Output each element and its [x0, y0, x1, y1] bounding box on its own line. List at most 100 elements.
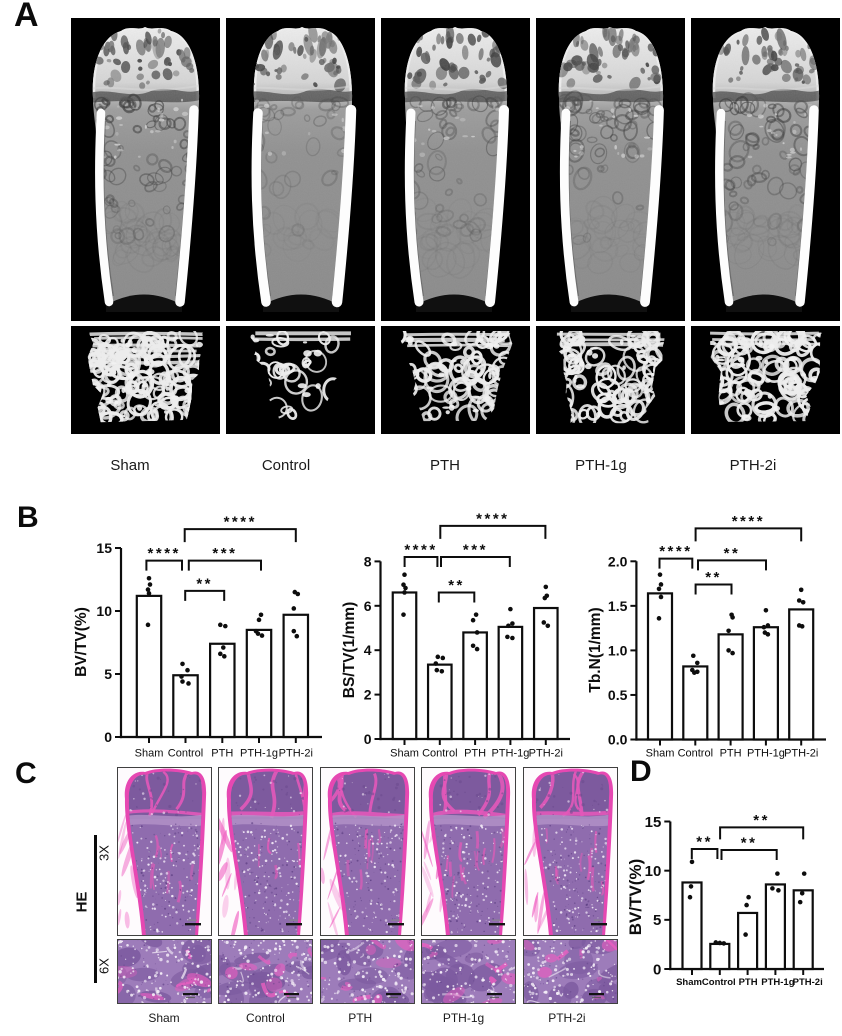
magnification-3x-label: 3X — [96, 845, 112, 861]
chart-b3-ytick-0.0: 0.0 — [608, 732, 628, 748]
chart-b1-point — [294, 633, 300, 639]
chart-b3-xtick-sham: Sham — [646, 748, 675, 760]
chart-b1-ytick-10: 10 — [96, 603, 112, 619]
he-6x-image-control — [218, 939, 314, 1004]
chart-b2-ytick-6: 6 — [364, 598, 372, 614]
he-3x-tile-canvas — [421, 767, 517, 936]
chart-b1-point — [147, 582, 153, 587]
chart-b3-point — [730, 650, 735, 656]
chart-b1-bar-control — [172, 674, 199, 739]
chart-b3-point — [726, 648, 731, 653]
scale-bar — [182, 993, 198, 996]
chart-b3-sig-stars-1: ** — [705, 569, 722, 586]
chart-b3-point — [765, 632, 771, 637]
chart-b1-bar-pth — [209, 642, 236, 739]
microct-tile-canvas — [536, 18, 685, 321]
chart-b2-point — [510, 635, 515, 641]
he-3x-image-pth-2i — [523, 767, 618, 936]
chart-d1: 0 5 10 15 BV/TV(%) Sham Control PTH PTH-1gPTH-2i… — [626, 812, 824, 988]
chart-b2-ytick-8: 8 — [364, 553, 372, 569]
chart-d1-point — [801, 871, 807, 876]
chart-b2-bar-pth-1g — [497, 625, 524, 741]
chart-b3-point — [695, 660, 700, 666]
chart-b2-xtick-pth: PTH — [464, 748, 486, 760]
chart-b2-xtick-control: Control — [422, 748, 457, 760]
chart-b1-point — [145, 622, 151, 628]
chart-b2-ylabel: BS/TV(1/mm) — [341, 602, 358, 698]
chart-b2-point — [440, 655, 446, 661]
chart-d1-point — [746, 894, 751, 900]
chart-b3-bar-pth — [717, 633, 744, 741]
chart-b1-xtick-sham: Sham — [135, 748, 164, 760]
scale-bar — [184, 923, 201, 926]
scale-bar — [387, 923, 404, 926]
he-6x-tile-canvas — [116, 939, 212, 1004]
chart-b2-point — [434, 667, 440, 673]
chart-b3-point — [799, 624, 805, 629]
chart-b2-sig-bracket-0 — [403, 555, 439, 567]
chart-b3-bar-pth-1g — [752, 626, 780, 741]
chart-b2-bar-pth-2i — [532, 606, 559, 741]
chart-b1-ytick-15: 15 — [96, 540, 112, 556]
panel-a-group-label-control: Control — [261, 457, 311, 474]
chart-b1-point — [145, 587, 151, 592]
chart-b3-sig-bracket-3 — [694, 527, 803, 542]
chart-b1-xtick-pth: PTH — [211, 748, 233, 760]
chart-d1-ytick-5: 5 — [653, 912, 661, 929]
chart-b3-point — [656, 616, 662, 621]
he-3x-tile-canvas — [523, 767, 618, 936]
scale-bar — [385, 993, 401, 996]
chart-b1-bar-sham — [135, 594, 163, 739]
he-6x-image-pth-2i — [523, 939, 618, 1004]
chart-d1-bar-pth — [736, 911, 759, 971]
panel-a-group-label-pth-1g: PTH-1g — [575, 457, 627, 474]
chart-b3-ylabel: Tb.N(1/mm) — [587, 607, 604, 692]
chart-b3-point — [798, 587, 804, 593]
he-3x-image-pth-1g — [421, 767, 517, 936]
panel-a-group-label-pth: PTH — [430, 457, 460, 474]
he-bracket-line — [94, 835, 97, 983]
chart-d1-ytick-10: 10 — [645, 863, 662, 880]
chart-b1-point — [218, 622, 223, 628]
chart-b2-point — [506, 623, 511, 629]
scale-bar — [487, 993, 503, 996]
chart-b2-point — [505, 634, 510, 640]
chart-d1-bar-pth-1g — [764, 883, 787, 971]
chart-d1-point — [799, 890, 805, 896]
chart-b1-sig-bracket-3 — [183, 528, 297, 543]
chart-b1-point — [146, 591, 152, 596]
chart-d1-bar-control — [709, 942, 731, 971]
chart-b2-point — [402, 590, 407, 595]
chart-b2-point — [474, 630, 480, 635]
chart-b2-point — [401, 612, 406, 617]
chart-d1-point — [687, 894, 693, 900]
he-6x-tile-canvas — [218, 939, 314, 1004]
chart-b2-point — [470, 643, 476, 649]
chart-b3-xtick-pth: PTH — [720, 748, 742, 760]
he-3x-image-control — [218, 767, 314, 936]
chart-b1-sig-stars-3: **** — [224, 514, 257, 531]
chart-b1-point — [179, 674, 184, 679]
chart-b3-point — [658, 582, 664, 587]
chart-b1-point — [295, 591, 301, 597]
chart-b2-xtick-pth-2i: PTH-2i — [529, 748, 563, 760]
chart-b2-sig-stars-1: ** — [448, 577, 465, 594]
chart-b2: 0 2 4 6 8 BS/TV(1/mm) Sham Control PTH PTH-1g PTH-… — [341, 510, 570, 760]
microct-image-control — [226, 18, 375, 321]
chart-b3-bar-pth-2i — [788, 608, 815, 741]
trabecular-3d-image-pth-1g — [536, 326, 685, 434]
chart-b3-point — [765, 623, 771, 628]
chart-b1-xtick-control: Control — [168, 748, 203, 760]
chart-b1-point — [221, 645, 226, 650]
trabecular-3d-image-pth-2i — [691, 326, 840, 434]
scale-bar — [589, 993, 604, 996]
scale-bar — [286, 923, 303, 926]
microct-tile-canvas — [381, 18, 530, 321]
panel-c-group-label-sham: Sham — [148, 1011, 180, 1025]
chart-b3-ytick-0.5: 0.5 — [608, 687, 628, 703]
magnification-6x-label: 6X — [96, 958, 112, 974]
chart-b3-sig-bracket-0 — [658, 557, 694, 569]
he-3x-image-pth — [319, 767, 415, 936]
chart-b3-point — [692, 670, 697, 675]
